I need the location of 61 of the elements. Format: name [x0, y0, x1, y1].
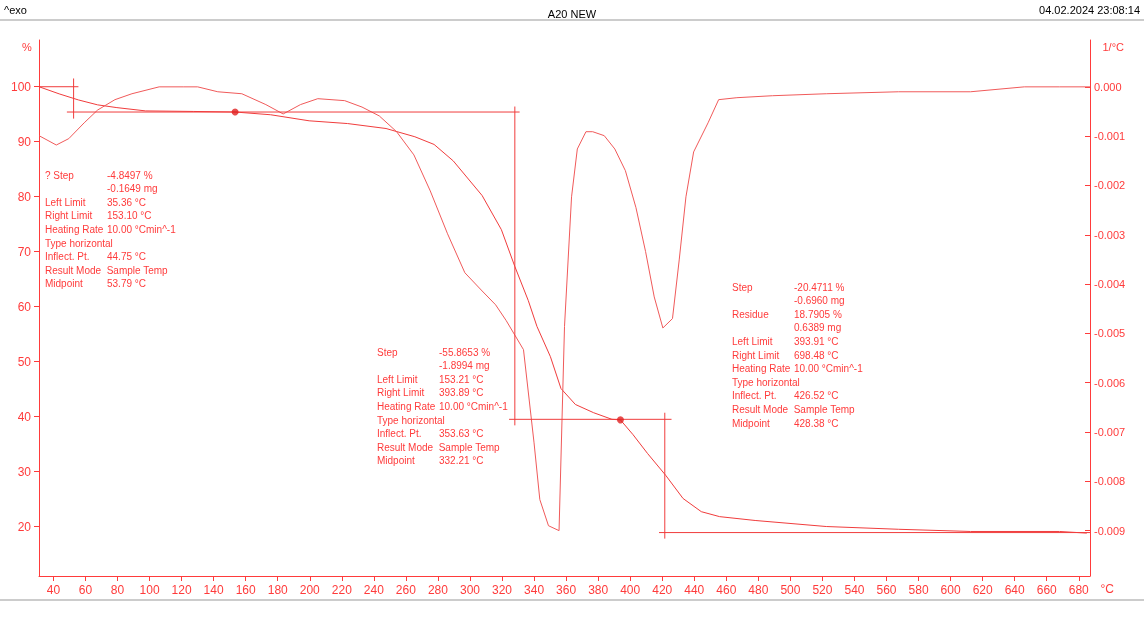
y2-tick-label: -0.009 — [1094, 524, 1126, 537]
y-tick-label: 90 — [17, 134, 32, 149]
text: 04.02.2024 23:08:14 — [1039, 3, 1141, 16]
x-tick-label: 540 — [844, 583, 865, 597]
x-tick-label: 340 — [524, 583, 545, 597]
x-tick-label: 420 — [652, 583, 673, 597]
x-tick-label: 180 — [267, 583, 289, 597]
y2-tick-label: -0.006 — [1094, 376, 1126, 389]
x-tick-label: 600 — [940, 583, 961, 597]
x-tick-label: 660 — [1036, 583, 1058, 597]
y-axis-title: % — [22, 40, 32, 53]
x-tick-label: 500 — [780, 583, 801, 597]
chart-title: A20 NEW — [547, 7, 597, 20]
y-tick-label: 50 — [17, 354, 32, 369]
text: Step -55.8653 % -1.8994 mg Left Limit 153.21 °C Right Limit 393.89 °C Heating Rate 10.00 °Cmin^-1 Type horizontal Inflect. Pt. 353.63 °C Result Mode Sample Temp Midpoint 332.21 °C — [377, 346, 508, 467]
x-tick-label: 400 — [620, 583, 641, 597]
y2-tick-label: -0.007 — [1094, 426, 1126, 439]
y2-tick-label: -0.008 — [1094, 475, 1126, 488]
y-tick-label: 100 — [10, 79, 32, 94]
x-tick-label: 300 — [459, 583, 481, 597]
y2-tick-label: -0.005 — [1094, 327, 1126, 340]
text: ? Step -4.8497 % -0.1649 mg Left Limit 35.36 °C Right Limit 153.10 °C Heating Rate 10.00 °Cmin^-1 Type horizontal Inflect. Pt. 44.75 °C Result Mode Sample Temp Midpoint 53.79 °C — [45, 169, 176, 290]
x-tick-label: 140 — [203, 583, 224, 597]
y-tick-label: 60 — [17, 299, 32, 314]
x-tick-label: 40 — [46, 583, 61, 597]
x-tick-label: 480 — [748, 583, 769, 597]
x-tick-label: 80 — [110, 583, 125, 597]
x-tick-label: 100 — [139, 583, 160, 597]
x-tick-label: 560 — [876, 583, 897, 597]
y-tick-label: 70 — [17, 244, 32, 259]
y-tick-label: 30 — [17, 464, 32, 479]
text: ^exo — [4, 3, 27, 16]
y-tick-label: 20 — [17, 519, 32, 534]
x-tick-label: 160 — [235, 583, 257, 597]
y-tick-label: 40 — [17, 409, 32, 424]
x-tick-label: 440 — [684, 583, 705, 597]
y2-tick-label: 0.000 — [1094, 80, 1122, 93]
x-tick-label: 260 — [395, 583, 417, 597]
y2-tick-label: -0.003 — [1094, 228, 1126, 241]
x-tick-label: 320 — [492, 583, 513, 597]
x-tick-label: 220 — [331, 583, 353, 597]
y2-axis-title: 1/°C — [1102, 40, 1125, 53]
x-tick-label: 360 — [556, 583, 577, 597]
x-tick-label: 640 — [1004, 583, 1026, 597]
x-tick-label: 380 — [588, 583, 609, 597]
x-tick-label: 200 — [299, 583, 321, 597]
y-tick-label: 80 — [17, 189, 32, 204]
y2-tick-label: -0.002 — [1094, 179, 1126, 192]
x-tick-label: 680 — [1068, 583, 1090, 597]
x-tick-label: 120 — [171, 583, 192, 597]
x-tick-label: 580 — [908, 583, 929, 597]
x-tick-label: 240 — [363, 583, 385, 597]
x-tick-label: 280 — [427, 583, 449, 597]
x-tick-label: 520 — [812, 583, 833, 597]
text: Step -20.4711 % -0.6960 mg Residue 18.7905 % 0.6389 mg Left Limit 393.91 °C Right Limit 698.48 °C Heating Rate 10.00 °Cmin^-1 Type horizontal Inflect. Pt. 426.52 °C Result Mode Sample Temp Midpoint 428.38 °C — [732, 281, 863, 429]
x-tick-label: 620 — [972, 583, 993, 597]
y2-tick-label: -0.004 — [1094, 278, 1126, 291]
x-tick-label: 60 — [78, 583, 93, 597]
y2-tick-label: -0.001 — [1094, 130, 1126, 143]
x-axis-title: °C — [1100, 582, 1115, 596]
x-tick-label: 460 — [716, 583, 737, 597]
